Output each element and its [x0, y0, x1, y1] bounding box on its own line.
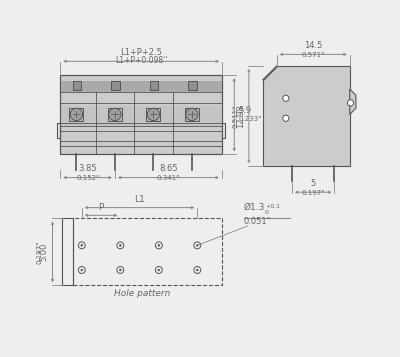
- Text: L1+P+0.098'': L1+P+0.098'': [115, 56, 167, 65]
- Bar: [60, 106, 222, 126]
- Circle shape: [196, 245, 198, 246]
- Bar: [185, 107, 199, 121]
- Circle shape: [81, 269, 83, 271]
- Text: 0.571": 0.571": [302, 52, 325, 58]
- Bar: [72, 218, 222, 285]
- Text: 0.152": 0.152": [76, 175, 99, 181]
- Circle shape: [147, 108, 160, 121]
- Bar: [150, 81, 158, 90]
- Text: Hole pattern: Hole pattern: [114, 289, 170, 298]
- Circle shape: [283, 95, 289, 101]
- Polygon shape: [263, 66, 350, 166]
- Text: L1+P+2.5: L1+P+2.5: [120, 48, 162, 57]
- Bar: [57, 123, 60, 138]
- Text: 5.00: 5.00: [40, 243, 49, 261]
- Circle shape: [119, 245, 121, 246]
- Text: 14.5: 14.5: [304, 41, 322, 50]
- Circle shape: [109, 108, 121, 121]
- Circle shape: [119, 269, 121, 271]
- Text: 3.85: 3.85: [78, 164, 97, 173]
- Text: 0.233": 0.233": [238, 116, 261, 122]
- Text: 0.511": 0.511": [233, 104, 239, 127]
- Bar: [60, 75, 222, 155]
- Text: 0.051": 0.051": [244, 217, 271, 226]
- Circle shape: [348, 100, 354, 106]
- Text: 0: 0: [265, 210, 269, 215]
- Circle shape: [283, 115, 289, 121]
- Text: 0.197": 0.197": [302, 190, 325, 196]
- Bar: [60, 75, 222, 155]
- Text: +0.1: +0.1: [265, 204, 280, 209]
- Bar: [62, 218, 72, 285]
- Circle shape: [70, 108, 82, 121]
- Text: 12.98: 12.98: [236, 104, 245, 128]
- Text: 0.197": 0.197": [36, 240, 42, 263]
- Bar: [60, 81, 222, 92]
- Bar: [72, 81, 81, 90]
- Circle shape: [196, 269, 198, 271]
- Polygon shape: [350, 89, 356, 115]
- Bar: [108, 107, 122, 121]
- Bar: [146, 107, 160, 121]
- Circle shape: [81, 245, 83, 246]
- Circle shape: [158, 269, 160, 271]
- Text: Ø1.3: Ø1.3: [244, 203, 265, 212]
- Text: P: P: [98, 203, 104, 212]
- Bar: [188, 81, 196, 90]
- Circle shape: [186, 108, 198, 121]
- Circle shape: [158, 245, 160, 246]
- Text: 0.341": 0.341": [157, 175, 180, 181]
- Text: 5: 5: [310, 178, 316, 187]
- Text: 5.9: 5.9: [238, 106, 251, 115]
- Bar: [111, 81, 120, 90]
- Text: L1: L1: [134, 195, 145, 204]
- Text: 8.65: 8.65: [159, 164, 178, 173]
- Bar: [70, 107, 83, 121]
- Bar: [222, 123, 225, 138]
